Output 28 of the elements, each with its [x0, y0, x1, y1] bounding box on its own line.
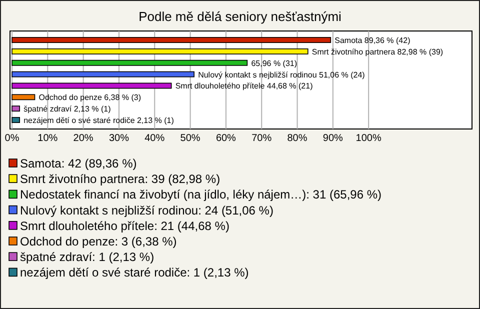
legend-label: Odchod do penze: 3 (6,38 %): [20, 234, 177, 248]
x-tick-label: 20%: [73, 133, 94, 144]
x-tick-label: 10%: [38, 133, 58, 144]
x-tick-label: 40%: [144, 133, 165, 144]
data-label: 65,96 % (31): [251, 58, 298, 68]
data-label: Nulový kontakt s nejbližší rodinou 51,06 % (24): [198, 70, 366, 80]
data-label: nezájem dětí o své staré rodiče 2,13 % (1): [24, 116, 174, 125]
chart-title: Podle mě dělá seniory nešťastnými: [138, 9, 342, 24]
x-tick-label: 100%: [356, 133, 382, 144]
x-tick-label: 30%: [108, 133, 130, 144]
legend-label: špatné zdraví: 1 (2,13 %): [20, 250, 154, 264]
x-tick-label: 0%: [4, 133, 20, 144]
legend-label: Smrt životního partnera: 39 (82,98 %): [20, 172, 220, 186]
legend-label: Samota: 42 (89,36 %): [20, 156, 137, 170]
data-label: Smrt životního partnera 82,98 % (39): [312, 47, 444, 56]
x-tick-label: 60%: [216, 133, 236, 144]
data-label: Odchod do penze 6,38 % (3): [38, 93, 142, 102]
legend-label: Nulový kontakt s nejbližší rodinou: 24 (51,06 %): [20, 203, 274, 218]
legend-label: Smrt dlouholetého přítele: 21 (44,68 %): [20, 218, 230, 233]
data-label: Smrt dlouholetého přítele 44,68 % (21): [175, 82, 314, 91]
x-tick-label: 90%: [322, 133, 344, 144]
x-tick-label: 50%: [180, 133, 200, 144]
data-label: Samota 89,36 % (42): [334, 36, 411, 45]
x-tick-label: 80%: [287, 133, 308, 144]
x-tick-label: 70%: [252, 133, 272, 144]
legend-label: Nedostatek financí na živobytí (na jídlo, léky nájem…): 31 (65,96 %): [20, 188, 382, 202]
data-label: špatné zdraví 2,13 % (1): [24, 104, 112, 114]
legend-label: nezájem dětí o své staré rodiče: 1 (2,13 %): [20, 266, 249, 280]
